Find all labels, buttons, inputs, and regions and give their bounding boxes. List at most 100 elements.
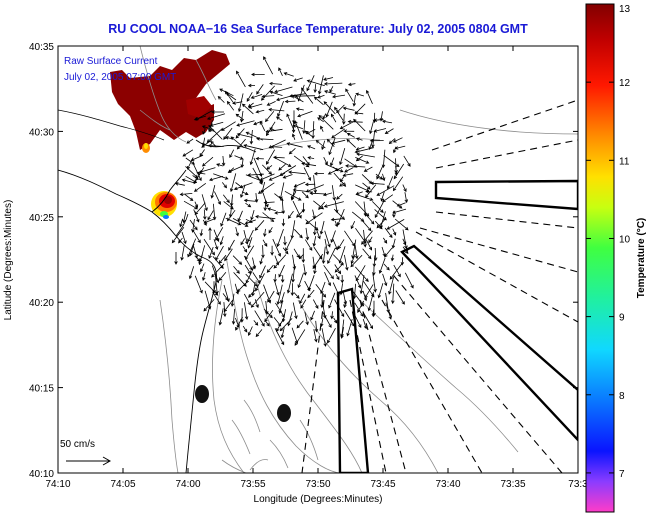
current-vector	[346, 318, 353, 337]
current-vector	[368, 236, 373, 244]
current-vector	[263, 200, 275, 205]
current-vector	[274, 282, 280, 296]
current-vector	[332, 238, 339, 251]
current-vector	[207, 210, 214, 221]
current-vector	[402, 238, 407, 246]
colorbar-tick-label: 9	[619, 313, 625, 324]
current-vector	[340, 274, 345, 284]
current-vector	[343, 309, 355, 327]
current-vector	[236, 70, 246, 88]
sst-patch-harbor	[110, 50, 230, 153]
current-vector	[298, 254, 304, 260]
current-vector	[324, 238, 330, 256]
current-vector	[287, 311, 293, 327]
current-vector	[213, 229, 220, 242]
current-vector	[313, 84, 317, 94]
current-vector	[247, 326, 253, 336]
current-vector	[334, 106, 344, 121]
current-vector	[272, 155, 285, 160]
current-vector	[218, 254, 227, 264]
current-vector	[232, 101, 243, 105]
current-vector	[208, 175, 224, 182]
current-vector	[394, 145, 406, 150]
current-vector	[259, 173, 275, 181]
current-vector	[383, 154, 400, 167]
current-vector	[256, 137, 274, 141]
current-vector	[260, 85, 275, 101]
current-vector	[223, 127, 233, 140]
colorbar-tick-label: 7	[619, 469, 625, 480]
current-vector	[268, 107, 285, 112]
current-vector	[208, 227, 212, 240]
current-vector	[331, 113, 337, 123]
current-vector	[324, 272, 331, 287]
current-vector	[362, 318, 368, 330]
current-vector	[404, 192, 409, 204]
current-vector	[315, 139, 326, 149]
shipping-lanes	[336, 179, 578, 473]
current-vector	[312, 236, 317, 247]
current-vector	[371, 130, 376, 149]
current-vector	[194, 202, 206, 216]
current-vector	[301, 248, 306, 264]
current-vector	[284, 99, 296, 104]
current-vector	[266, 264, 274, 273]
current-vector	[243, 198, 256, 203]
current-vector	[233, 182, 253, 191]
current-vector	[336, 104, 345, 114]
current-vector	[343, 129, 355, 133]
current-vector	[235, 316, 243, 331]
current-vector	[202, 128, 206, 135]
current-vector	[356, 137, 363, 141]
current-vector	[313, 266, 317, 275]
current-vector	[266, 165, 273, 170]
current-vector	[188, 266, 195, 280]
current-vector	[364, 212, 375, 225]
current-vector	[352, 283, 357, 300]
current-vector	[330, 311, 334, 320]
current-vector	[248, 103, 263, 109]
current-vector	[283, 236, 287, 246]
current-vector	[345, 164, 366, 168]
current-vector	[281, 200, 285, 215]
current-vector	[343, 300, 347, 309]
current-vector	[221, 155, 226, 167]
colorbar-tick-label: 12	[619, 78, 631, 89]
current-vector	[296, 209, 305, 218]
current-vector	[179, 218, 183, 228]
current-vector	[362, 311, 374, 330]
current-vector	[203, 218, 215, 224]
current-vector	[386, 219, 405, 230]
current-vector	[232, 255, 243, 265]
y-tick-label: 40:20	[29, 298, 54, 309]
current-vector	[365, 238, 372, 251]
current-vector	[278, 163, 286, 171]
current-vector	[355, 266, 369, 283]
current-vector	[246, 92, 253, 102]
current-vector	[329, 86, 334, 93]
current-vector	[264, 320, 270, 327]
current-vector	[340, 326, 344, 339]
current-vector	[293, 248, 300, 259]
current-vector	[382, 237, 388, 244]
current-vector	[233, 272, 247, 287]
x-tick-label: 73:3	[568, 479, 588, 490]
coastline	[58, 169, 217, 473]
current-vector	[297, 273, 304, 289]
y-tick-label: 40:15	[29, 384, 54, 395]
current-vector	[345, 88, 354, 102]
scale-arrow	[66, 456, 112, 466]
current-vector	[362, 248, 372, 260]
current-vector	[196, 171, 206, 176]
current-vector	[274, 86, 293, 94]
current-vector	[266, 101, 276, 106]
current-vector	[299, 293, 306, 305]
current-vector	[174, 252, 178, 265]
y-tick-label: 40:35	[29, 42, 54, 53]
current-vector	[320, 125, 324, 132]
current-vector	[219, 236, 224, 246]
current-vector	[249, 129, 254, 145]
current-vector	[225, 92, 237, 101]
current-vector	[323, 101, 336, 115]
y-tick-label: 40:25	[29, 213, 54, 224]
